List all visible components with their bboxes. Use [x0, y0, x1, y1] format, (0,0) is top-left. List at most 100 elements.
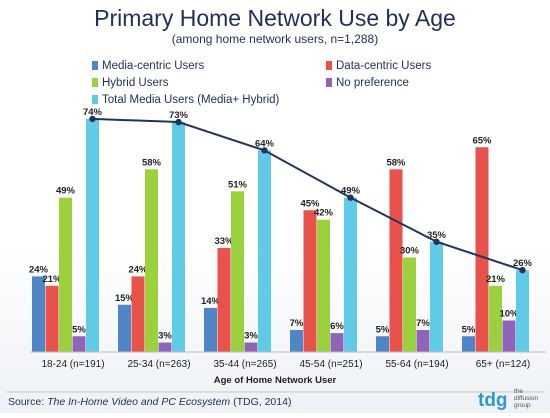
bar-group-45-54-n-251: 7% 45%42% 6% 49%: [290, 186, 361, 352]
logo-sub-line: the: [514, 388, 523, 395]
bar-hybrid-users: [403, 257, 416, 352]
legend-label: Media-centric Users: [102, 60, 204, 72]
bar-total-media-users-media-hybrid: [258, 150, 271, 352]
data-label: 7%: [290, 318, 304, 329]
data-label: 30%: [400, 246, 420, 257]
x-axis-title: Age of Home Network User: [214, 375, 337, 386]
trend-point: [433, 238, 440, 245]
plot-area: 24%21%49%5%74%18-24 (n=191)15%24%58%3%73…: [29, 107, 533, 370]
bar-no-preference: [72, 336, 86, 352]
trend-point: [519, 266, 526, 274]
data-label: 24%: [128, 264, 148, 275]
bar-media-centric-users: [118, 304, 131, 352]
data-label: 7%: [416, 318, 430, 329]
legend-item-no-preference: No preference: [326, 77, 409, 89]
chart-subtitle: (among home network users, n=1,288): [172, 32, 378, 46]
bar-total-media-users-media-hybrid: [172, 122, 185, 352]
data-label: 3%: [244, 331, 258, 342]
bar-media-centric-users: [290, 329, 303, 352]
legend: Media-centric Users Data-centric Users Hyb…: [92, 60, 431, 106]
legend-swatch: [92, 95, 98, 104]
data-label: 58%: [386, 157, 406, 168]
bar-hybrid-users: [145, 169, 158, 352]
data-label: 14%: [201, 296, 221, 307]
trend-line: [92, 117, 523, 272]
bar-total-media-users-media-hybrid: [86, 118, 99, 353]
data-label: 73%: [169, 110, 189, 121]
data-label: 45%: [300, 198, 320, 209]
data-label: 6%: [330, 321, 344, 332]
data-label: 58%: [142, 157, 162, 168]
data-label: 49%: [341, 186, 361, 197]
data-label: 51%: [228, 179, 248, 190]
trend-point: [175, 118, 182, 126]
data-label: 64%: [255, 138, 275, 149]
bar-group-35-44-n-265: 14% 33% 51% 3% 64%: [201, 138, 275, 352]
x-tick-label: 45-54 (n=251): [299, 359, 362, 370]
bar-data-centric-users: [303, 210, 317, 352]
data-label: 35%: [427, 230, 447, 241]
data-label: 5%: [72, 324, 86, 335]
data-label: 33%: [214, 236, 234, 247]
bar-data-centric-users: [217, 248, 231, 352]
data-label: 74%: [83, 107, 103, 118]
x-tick-label: 35-44 (n=265): [213, 359, 276, 370]
bar-group-25-34-n-263: 15% 24% 58% 3% 73%: [115, 110, 189, 352]
legend-label: Data-centric Users: [336, 60, 431, 72]
bar-media-centric-users: [204, 307, 217, 352]
bar-data-centric-users: [45, 285, 59, 352]
legend-item-data-centric-users: Data-centric Users: [326, 60, 431, 72]
x-tick-label: 65+ (n=124): [476, 359, 531, 370]
bar-data-centric-users: [131, 276, 145, 352]
bar-media-centric-users: [376, 336, 389, 352]
data-label: 65%: [472, 135, 492, 146]
tdg-logo: tdg the diffusion group: [478, 388, 538, 411]
data-label: 15%: [115, 293, 135, 304]
bar-group-18-24-n-191: 24%21% 49% 5% 74%: [29, 107, 103, 353]
trend-point: [89, 115, 96, 123]
legend-item-total-media-users-media-hybrid: Total Media Users (Media+ Hybrid): [92, 94, 280, 106]
bar-data-centric-users: [389, 169, 403, 352]
logo-sub-line: group: [514, 402, 531, 409]
data-label: 5%: [462, 324, 476, 335]
legend-item-media-centric-users: Media-centric Users: [92, 60, 204, 72]
trend-point: [347, 194, 354, 201]
legend-label: No preference: [336, 77, 409, 89]
bar-hybrid-users: [59, 197, 72, 352]
trend-point: [261, 147, 268, 154]
bar-media-centric-users: [32, 276, 45, 352]
data-label: 49%: [56, 186, 76, 197]
bar-no-preference: [330, 333, 344, 352]
bar-hybrid-users: [489, 285, 502, 352]
legend-swatch: [92, 78, 98, 87]
legend-item-hybrid-users: Hybrid Users: [92, 77, 169, 89]
bar-group-55-64-n-194: 5% 58% 30% 7% 35%: [376, 157, 447, 352]
data-label: 21%: [42, 274, 62, 285]
data-label: 24%: [29, 264, 49, 275]
legend-label: Total Media Users (Media+ Hybrid): [102, 94, 280, 106]
data-label: 26%: [513, 258, 533, 269]
bar-total-media-users-media-hybrid: [344, 197, 357, 352]
x-tick-label: 55-64 (n=194): [385, 359, 448, 370]
legend-label: Hybrid Users: [102, 77, 169, 89]
bar-total-media-users-media-hybrid: [516, 270, 529, 352]
data-label: 5%: [376, 324, 390, 335]
data-label: 21%: [486, 274, 506, 285]
legend-swatch: [92, 61, 98, 70]
bar-hybrid-users: [317, 219, 330, 352]
chart-title: Primary Home Network Use by Age: [94, 5, 456, 31]
bar-media-centric-users: [462, 336, 475, 352]
bar-no-preference: [416, 329, 430, 352]
data-label: 3%: [158, 331, 172, 342]
x-tick-label: 18-24 (n=191): [41, 359, 104, 370]
logo-main: tdg: [478, 390, 508, 411]
legend-swatch: [326, 61, 332, 70]
bar-no-preference: [158, 342, 172, 352]
bar-no-preference: [244, 342, 258, 352]
bar-hybrid-users: [231, 191, 244, 352]
bar-total-media-users-media-hybrid: [430, 241, 443, 352]
bar-data-centric-users: [475, 147, 489, 352]
bar-no-preference: [502, 320, 516, 352]
